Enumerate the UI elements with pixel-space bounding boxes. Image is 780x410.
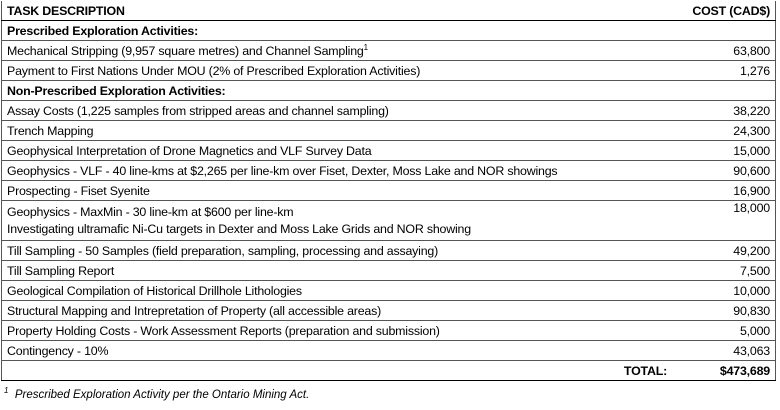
section-heading: Prescribed Exploration Activities:	[1, 20, 776, 41]
task: Geological Compilation of Historical Dri…	[7, 283, 302, 298]
item-row: Trench Mapping 24,300	[1, 120, 776, 141]
task: Contingency - 10%	[7, 343, 109, 358]
item-row: Geological Compilation of Historical Dri…	[1, 280, 776, 301]
task: Prospecting - Fiset Syenite	[7, 183, 150, 198]
task: Trench Mapping	[7, 123, 94, 138]
item-row: Prospecting - Fiset Syenite 16,900	[1, 180, 776, 201]
header-task: TASK DESCRIPTION	[1, 1, 675, 21]
section-heading: Non-Prescribed Exploration Activities:	[1, 80, 776, 101]
table-body: TASK DESCRIPTION COST (CAD$) Prescribed …	[1, 1, 776, 381]
task-cell: Contingency - 10%	[1, 340, 675, 361]
task-cell: Assay Costs (1,225 samples from stripped…	[1, 100, 675, 121]
cost: 5,000	[675, 320, 776, 341]
budget-table: TASK DESCRIPTION COST (CAD$) Prescribed …	[1, 1, 776, 381]
task-cell: Geophysical Interpretation of Drone Magn…	[1, 140, 675, 161]
item-row: Till Sampling - 50 Samples (field prepar…	[1, 240, 776, 261]
task-cell: Property Holding Costs - Work Assessment…	[1, 320, 675, 341]
task-note: Investigating ultramafic Ni-Cu targets i…	[7, 222, 471, 236]
cost: 18,000	[675, 200, 776, 241]
cost: 10,000	[675, 280, 776, 301]
cost: 1,276	[675, 60, 776, 81]
task: Property Holding Costs - Work Assessment…	[7, 323, 440, 338]
task-cell: Till Sampling - 50 Samples (field prepar…	[1, 240, 675, 261]
task: Mechanical Stripping (9,957 square metre…	[7, 44, 364, 59]
item-row: Till Sampling Report 7,500	[1, 260, 776, 281]
cost: 16,900	[675, 180, 776, 201]
task-cell: Trench Mapping	[1, 120, 675, 141]
task: Till Sampling Report	[7, 263, 115, 278]
cost: 7,500	[675, 260, 776, 281]
footnote-mark: 1	[4, 386, 9, 395]
task: Payment to First Nations Under MOU (2% o…	[7, 63, 421, 78]
task-cell: Till Sampling Report	[1, 260, 675, 281]
task-cell: Mechanical Stripping (9,957 square metre…	[1, 40, 675, 61]
section-row: Non-Prescribed Exploration Activities:	[1, 80, 776, 101]
task-cell: Prospecting - Fiset Syenite	[1, 180, 675, 201]
task-cell: Payment to First Nations Under MOU (2% o…	[1, 60, 675, 81]
cost: 49,200	[675, 240, 776, 261]
total-row: TOTAL: $473,689	[1, 360, 776, 381]
cost: 43,063	[675, 340, 776, 361]
item-row: Geophysical Interpretation of Drone Magn…	[1, 140, 776, 161]
item-row: Geophysics - MaxMin - 30 line-km at $600…	[1, 200, 776, 241]
item-row: Property Holding Costs - Work Assessment…	[1, 320, 776, 341]
footnote-ref: 1	[363, 42, 368, 52]
footnote: 1 Prescribed Exploration Activity per th…	[4, 386, 309, 401]
item-row: Payment to First Nations Under MOU (2% o…	[1, 60, 776, 81]
cost: 38,220	[675, 100, 776, 121]
task: Geophysics - MaxMin - 30 line-km at $600…	[7, 205, 294, 219]
task-cell: Geological Compilation of Historical Dri…	[1, 280, 675, 301]
item-row: Geophysics - VLF - 40 line-kms at $2,265…	[1, 160, 776, 181]
task-cell: Geophysics - VLF - 40 line-kms at $2,265…	[1, 160, 675, 181]
task: Assay Costs (1,225 samples from stripped…	[7, 103, 389, 118]
cost: 15,000	[675, 140, 776, 161]
item-row: Structural Mapping and Intrepretation of…	[1, 300, 776, 321]
item-row: Mechanical Stripping (9,957 square metre…	[1, 40, 776, 61]
header-row: TASK DESCRIPTION COST (CAD$)	[1, 1, 776, 21]
cost: 63,800	[675, 40, 776, 61]
task-cell: Structural Mapping and Intrepretation of…	[1, 300, 675, 321]
section-row: Prescribed Exploration Activities:	[1, 20, 776, 41]
cost: 24,300	[675, 120, 776, 141]
item-row: Contingency - 10% 43,063	[1, 340, 776, 361]
task: Structural Mapping and Intrepretation of…	[7, 303, 382, 318]
footnote-text: Prescribed Exploration Activity per the …	[14, 388, 310, 401]
task-cell: Geophysics - MaxMin - 30 line-km at $600…	[1, 200, 675, 241]
task: Geophysics - VLF - 40 line-kms at $2,265…	[7, 163, 558, 178]
task: Till Sampling - 50 Samples (field prepar…	[7, 243, 439, 258]
cost: 90,830	[675, 300, 776, 321]
item-row: Assay Costs (1,225 samples from stripped…	[1, 100, 776, 121]
cost: 90,600	[675, 160, 776, 181]
total-value: $473,689	[675, 360, 776, 381]
total-label: TOTAL:	[1, 360, 675, 381]
header-cost: COST (CAD$)	[675, 1, 776, 21]
task: Geophysical Interpretation of Drone Magn…	[7, 143, 372, 158]
